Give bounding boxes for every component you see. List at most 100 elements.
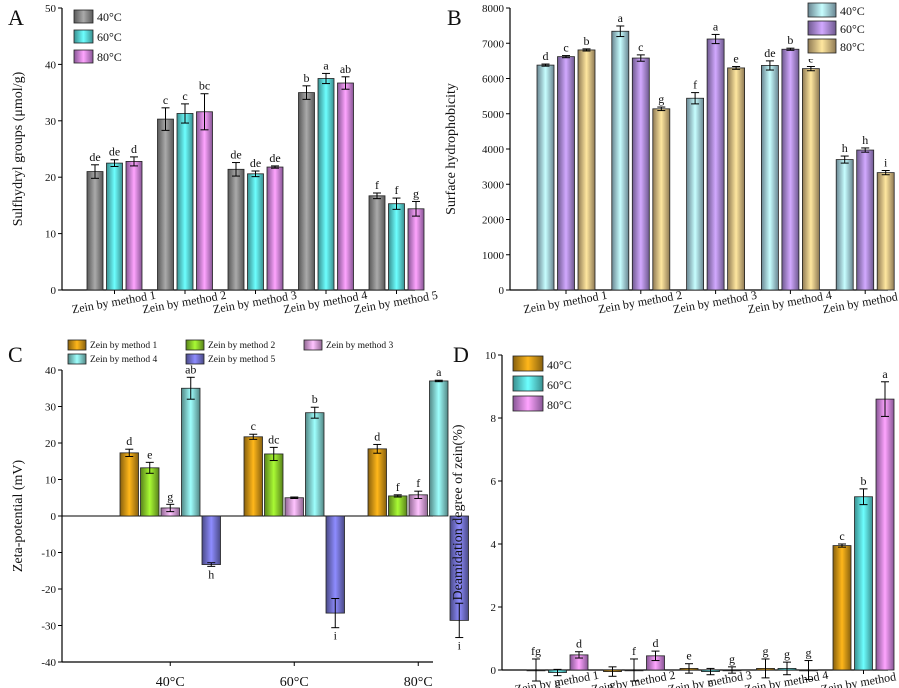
panel-letter: D	[453, 342, 469, 367]
legend-label: Zein by method 2	[208, 341, 276, 351]
legend-label: 80°C	[840, 40, 865, 54]
significance-letter: a	[436, 365, 442, 379]
bar	[686, 97, 704, 291]
legend-swatch	[73, 49, 94, 64]
legend: 40°C 60°C 80°C	[804, 1, 892, 59]
bar	[284, 497, 304, 517]
significance-letter: g	[413, 186, 419, 200]
bar	[86, 171, 104, 291]
significance-letter: bc	[199, 79, 210, 93]
y-axis-label: Zeta-potential (mV)	[11, 459, 26, 572]
bar	[577, 49, 596, 291]
bar	[181, 387, 201, 517]
bar	[125, 161, 143, 291]
panel-c-zeta-potential: C -40 -30 -20 -10 0 10 20 30 40 Zeta-potential (mV…	[8, 339, 469, 688]
y-tick-label: 40	[45, 365, 57, 377]
significance-letter: i	[334, 629, 338, 643]
y-tick-label: 3000	[482, 179, 505, 191]
significance-letter: g	[555, 677, 561, 688]
y-tick-label: -10	[41, 548, 56, 560]
significance-letter: a	[323, 58, 329, 72]
y-tick-label: 4000	[482, 144, 505, 156]
y-axis-label: Sulfhydryl groups (μmol/g)	[11, 71, 26, 226]
significance-letter: a	[882, 367, 888, 381]
y-tick-label: 0	[499, 285, 505, 297]
bar	[266, 166, 284, 291]
bar	[611, 30, 630, 291]
y-tick-label: -40	[41, 657, 56, 669]
legend-label: Zein by method 4	[90, 355, 158, 365]
significance-letter: fg	[531, 644, 541, 658]
significance-letter: f	[396, 480, 400, 494]
y-axis-label: Deamidation degree of zein(%)	[451, 424, 466, 600]
y-tick-label: 10	[45, 229, 57, 241]
bar	[140, 467, 160, 517]
significance-letter: f	[375, 178, 379, 192]
y-tick-label: 8000	[482, 3, 505, 15]
y-tick-label: 20	[45, 172, 57, 184]
bar	[227, 168, 245, 291]
significance-letter: h	[208, 567, 214, 581]
y-tick-label: 0	[491, 665, 497, 677]
bar	[407, 208, 425, 291]
significance-letter: d	[576, 637, 582, 651]
significance-letter: ab	[185, 362, 196, 376]
significance-letter: f	[632, 644, 636, 658]
bar	[264, 453, 284, 517]
legend-swatch	[807, 20, 837, 36]
bar	[761, 65, 779, 291]
significance-letter: g	[658, 92, 664, 106]
significance-letter: i	[458, 639, 462, 653]
significance-letter: g	[610, 677, 616, 688]
legend-swatch	[67, 339, 87, 351]
significance-letter: b	[861, 474, 867, 488]
panel-letter: B	[447, 5, 462, 30]
bar	[305, 412, 325, 517]
significance-letter: g	[763, 644, 769, 658]
x-category-label: Zein by method 2	[597, 288, 683, 317]
significance-letter: ab	[340, 62, 351, 76]
significance-letter: c	[638, 40, 643, 54]
y-tick-label: 2000	[482, 215, 505, 227]
x-category-label: Zein by method 3	[672, 288, 758, 317]
y-tick-label: 30	[45, 116, 57, 128]
bar	[298, 92, 315, 291]
legend-swatch	[185, 353, 205, 365]
y-tick-label: 2	[491, 602, 497, 614]
significance-letter: de	[269, 151, 280, 165]
significance-letter: c	[163, 93, 168, 107]
significance-letter: c	[251, 419, 256, 433]
significance-letter: d	[126, 434, 132, 448]
legend-label: Zein by method 3	[326, 341, 394, 351]
bar	[536, 64, 555, 291]
significance-letter: e	[686, 649, 691, 663]
significance-letter: de	[109, 145, 120, 159]
legend-swatch	[512, 395, 544, 412]
legend: Zein by method 1 Zein by method 2 Zein by …	[67, 339, 394, 365]
y-tick-label: 30	[45, 402, 57, 414]
significance-letter: dc	[268, 432, 279, 446]
bar	[157, 118, 174, 291]
panel-letter: C	[8, 342, 23, 367]
bar	[429, 380, 449, 517]
legend-swatch	[807, 2, 837, 18]
bar	[388, 495, 408, 517]
legend-swatch	[512, 375, 544, 392]
bar	[247, 173, 264, 291]
significance-letter: b	[312, 392, 318, 406]
bar	[388, 203, 405, 291]
significance-letter: h	[862, 133, 868, 147]
significance-letter: b	[584, 34, 590, 48]
y-tick-label: 4	[491, 539, 497, 551]
legend-label: Zein by method 5	[208, 355, 276, 365]
bar	[317, 78, 335, 291]
significance-letter: e	[733, 52, 738, 66]
significance-letter: h	[842, 141, 848, 155]
legend-label: 40°C	[97, 10, 122, 24]
y-tick-label: -20	[41, 584, 56, 596]
significance-letter: de	[764, 46, 775, 60]
significance-letter: b	[787, 33, 793, 47]
bar	[243, 436, 263, 517]
